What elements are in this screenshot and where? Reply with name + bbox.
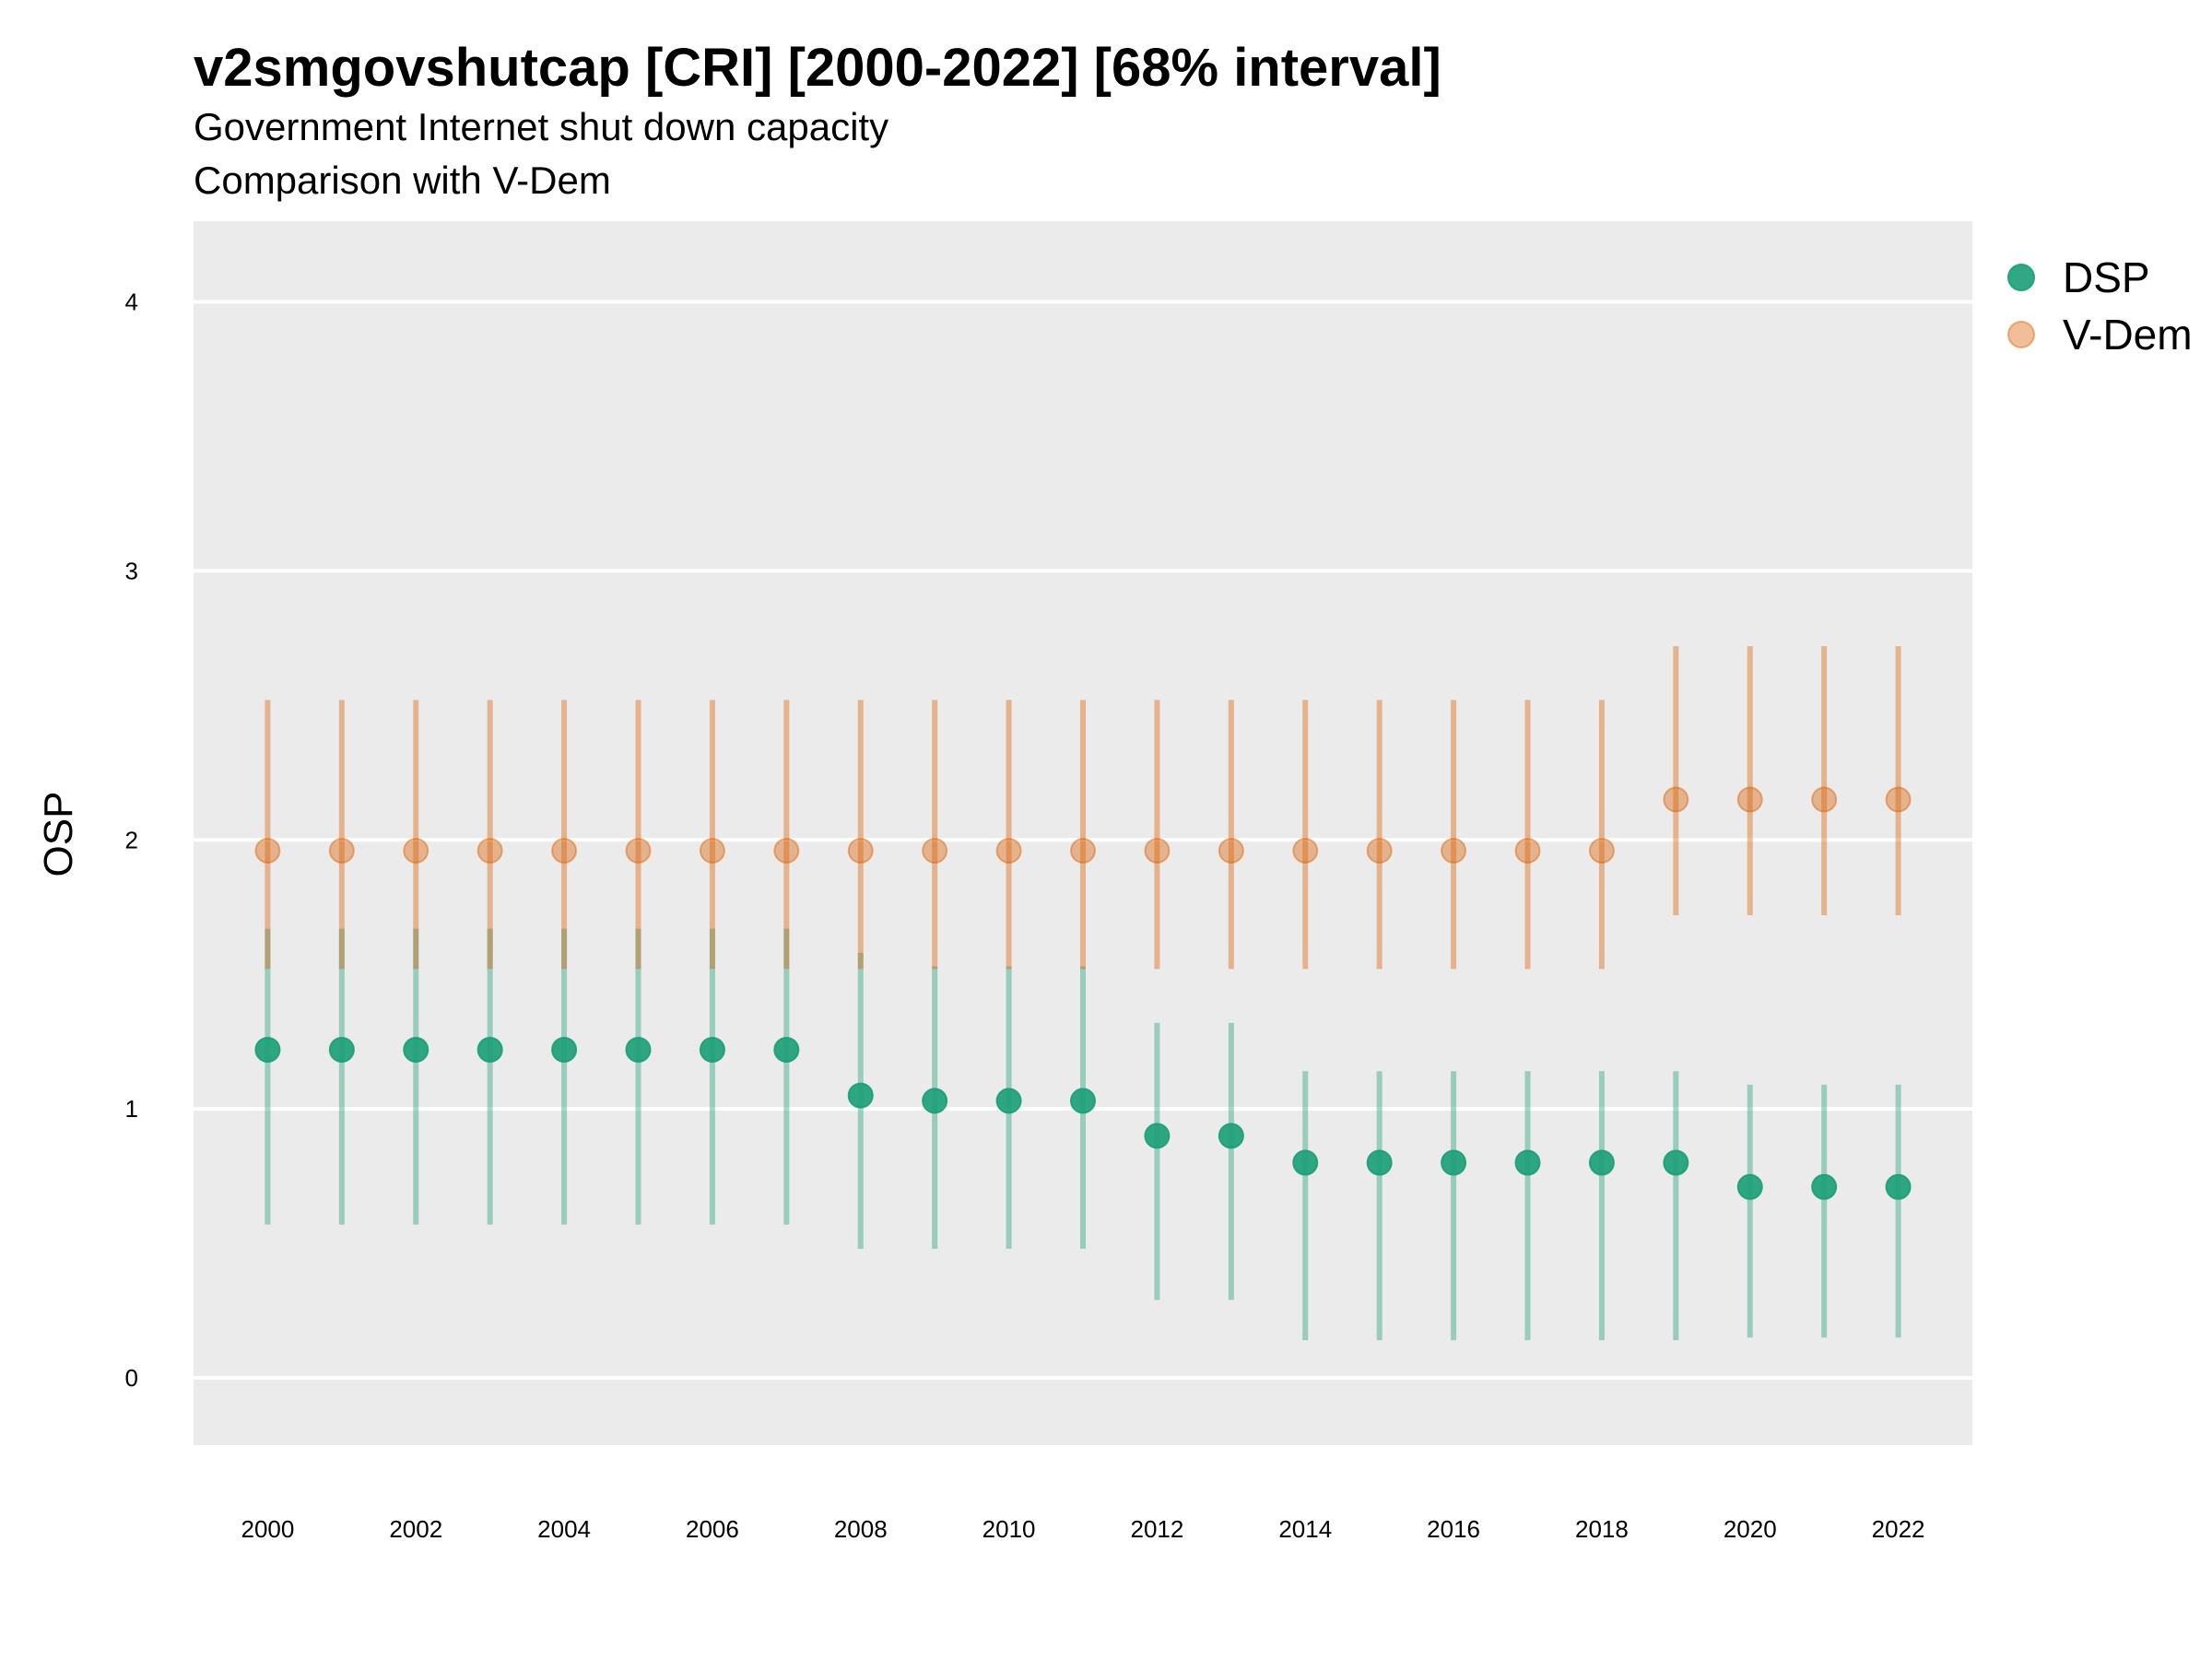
data-point (1144, 1123, 1171, 1149)
data-point (328, 1036, 355, 1063)
data-point (551, 1036, 578, 1063)
data-point (1885, 1173, 1912, 1200)
data-point (1366, 837, 1393, 864)
data-point (1811, 786, 1838, 813)
legend-key (2007, 321, 2035, 348)
chart-subtitle-line-2: Comparison with V-Dem (194, 159, 611, 202)
data-point (1218, 837, 1244, 864)
y-tick-label: 0 (125, 1364, 138, 1392)
y-axis-title: OSP (36, 792, 81, 877)
data-point (1070, 837, 1096, 864)
chart-subtitle-line-1: Government Internet shut down capacity (194, 105, 889, 148)
data-point (922, 1088, 948, 1114)
data-point (1144, 837, 1171, 864)
data-point (1663, 1149, 1689, 1176)
data-point (1736, 1173, 1763, 1200)
y-tick-label: 4 (125, 288, 138, 316)
x-tick-label: 2010 (982, 1515, 1036, 1543)
data-point (1663, 786, 1689, 813)
data-point (699, 837, 725, 864)
y-tick-label: 1 (125, 1095, 138, 1123)
chart-title: v2smgovshutcap [CRI] [2000-2022] [68% in… (194, 38, 1441, 98)
plot-panel (194, 221, 1972, 1445)
data-point (773, 1036, 800, 1063)
x-tick-labels: 2000 2002 2004 2006 2008 2010 2012 2014 2016 2018… (241, 1515, 1924, 1543)
data-point (1811, 1173, 1838, 1200)
data-point (1218, 1123, 1244, 1149)
legend-label: V-Dem (2063, 311, 2193, 359)
x-tick-label: 2022 (1872, 1515, 1925, 1543)
legend-label: DSP (2063, 253, 2150, 301)
interval-ranges (265, 646, 1901, 1341)
data-point (847, 837, 874, 864)
data-point (254, 1036, 281, 1063)
y-tick-label: 2 (125, 826, 138, 853)
x-tick-label: 2006 (686, 1515, 739, 1543)
data-point (1070, 1088, 1096, 1114)
data-point (403, 837, 429, 864)
data-point (1514, 1149, 1541, 1176)
data-point (922, 837, 948, 864)
x-tick-label: 2002 (389, 1515, 442, 1543)
data-point (477, 837, 503, 864)
data-point (403, 1036, 429, 1063)
data-point (1441, 1149, 1467, 1176)
data-point (1366, 1149, 1393, 1176)
data-point (1736, 786, 1763, 813)
x-tick-label: 2016 (1427, 1515, 1480, 1543)
legend: DSP V-Dem (2007, 253, 2193, 359)
data-point (625, 1036, 652, 1063)
x-tick-label: 2012 (1130, 1515, 1183, 1543)
x-tick-label: 2000 (241, 1515, 294, 1543)
data-point (1588, 1149, 1615, 1176)
legend-key (2007, 264, 2035, 291)
data-point (699, 1036, 725, 1063)
data-point (477, 1036, 503, 1063)
x-tick-label: 2008 (834, 1515, 888, 1543)
data-point (328, 837, 355, 864)
data-point (995, 1088, 1022, 1114)
y-tick-labels: 0 1 2 3 4 (125, 288, 138, 1392)
data-point (1292, 1149, 1319, 1176)
data-point (1292, 837, 1319, 864)
x-tick-label: 2014 (1278, 1515, 1332, 1543)
data-points (254, 786, 1912, 1200)
y-tick-label: 3 (125, 557, 138, 584)
data-point (995, 837, 1022, 864)
data-point (254, 837, 281, 864)
data-point (551, 837, 578, 864)
x-tick-label: 2020 (1724, 1515, 1777, 1543)
data-point (1885, 786, 1912, 813)
data-point (1588, 837, 1615, 864)
data-point (847, 1082, 874, 1109)
data-point (1514, 837, 1541, 864)
x-tick-label: 2004 (537, 1515, 591, 1543)
data-point (625, 837, 652, 864)
data-point (773, 837, 800, 864)
x-tick-label: 2018 (1575, 1515, 1629, 1543)
data-point (1441, 837, 1467, 864)
